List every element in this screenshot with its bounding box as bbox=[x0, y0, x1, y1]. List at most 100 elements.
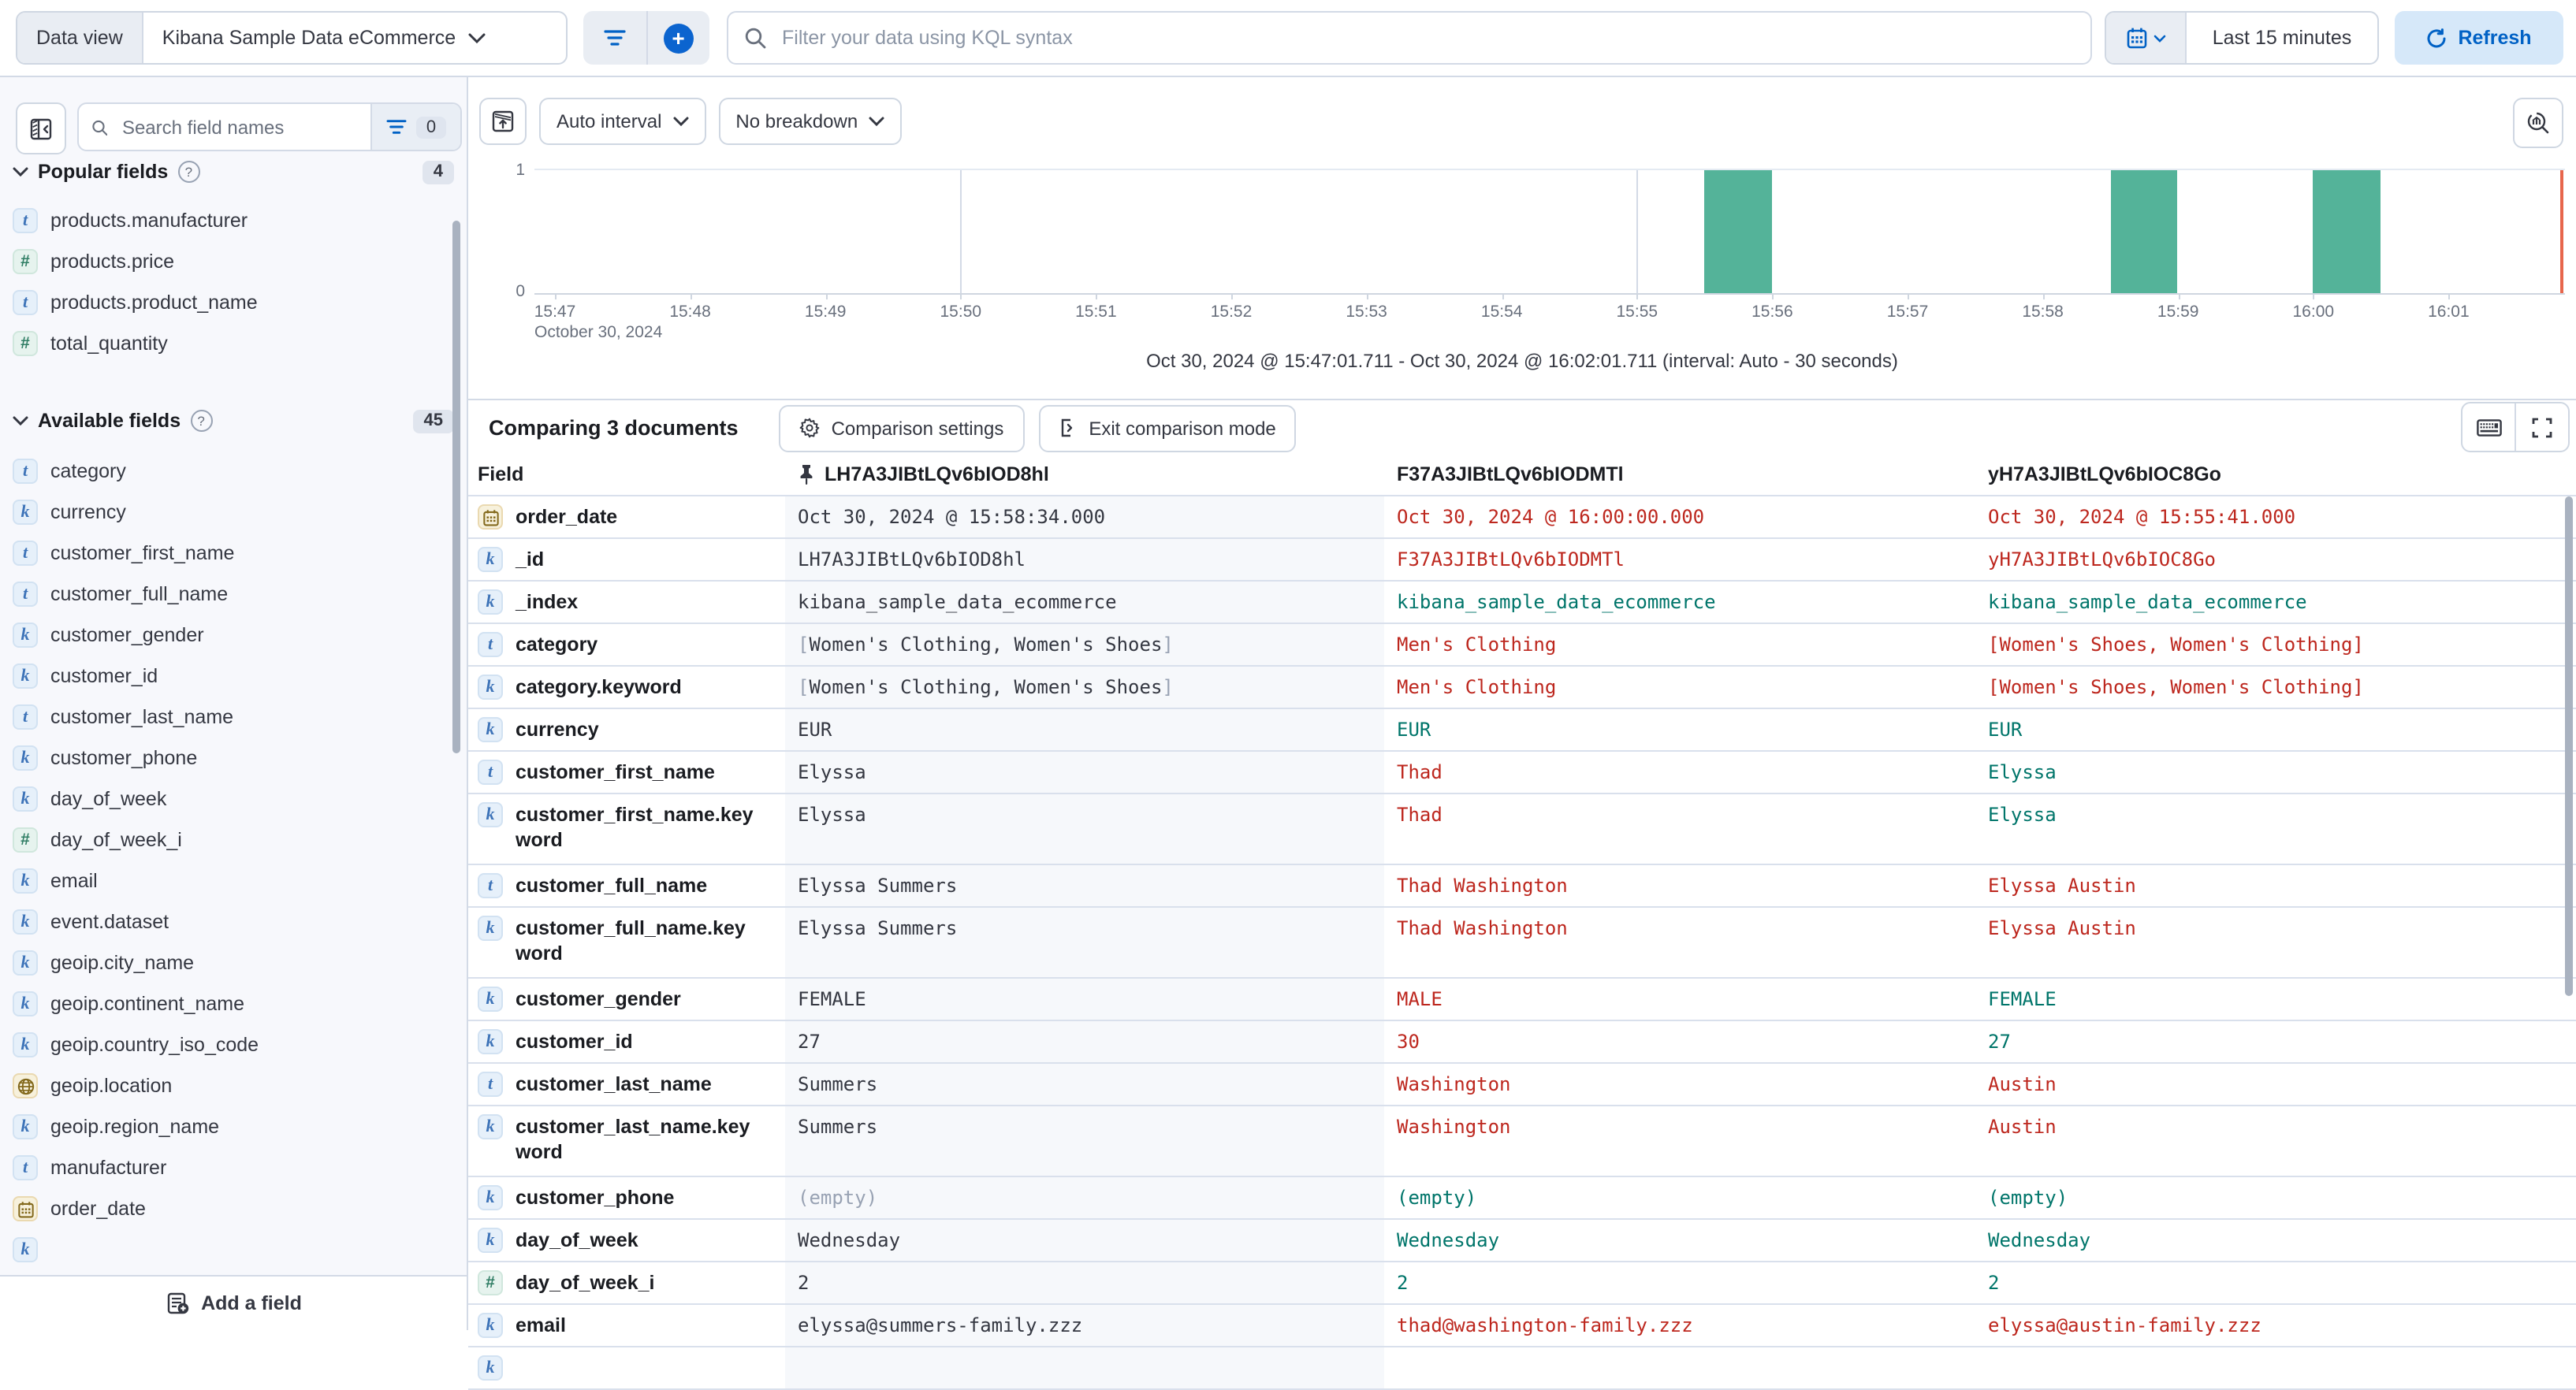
field-list-item[interactable]: t products.manufacturer bbox=[0, 200, 467, 241]
x-axis-tick bbox=[1636, 293, 1639, 299]
field-list-item[interactable]: # day_of_week_i bbox=[0, 820, 467, 860]
add-field-button[interactable]: Add a field bbox=[0, 1275, 467, 1330]
chevron-down-icon bbox=[13, 416, 28, 426]
field-list-item[interactable]: # products.price bbox=[0, 241, 467, 282]
histogram-bar[interactable] bbox=[1704, 170, 1772, 293]
x-axis-tick-label: 15:53 bbox=[1346, 303, 1387, 321]
field-name: event.dataset bbox=[50, 911, 169, 933]
field-list-item[interactable]: t customer_last_name bbox=[0, 697, 467, 738]
kql-query-input[interactable] bbox=[779, 25, 2075, 50]
hide-chart-button[interactable] bbox=[479, 98, 527, 145]
comparison-doc-header[interactable]: F37A3JIBtLQv6bIODMTl bbox=[1384, 463, 1975, 485]
time-picker-calendar-button[interactable] bbox=[2106, 13, 2187, 63]
x-axis-tick bbox=[2178, 293, 2180, 299]
field-list-item[interactable]: k event.dataset bbox=[0, 901, 467, 942]
field-list-item[interactable]: k day_of_week bbox=[0, 779, 467, 820]
field-list-item[interactable]: t category bbox=[0, 451, 467, 492]
field-cell[interactable]: k customer_full_name.keyword bbox=[468, 908, 785, 966]
fullscreen-button[interactable] bbox=[2516, 403, 2568, 451]
field-cell[interactable]: k day_of_week bbox=[468, 1220, 785, 1253]
field-search-input[interactable] bbox=[118, 114, 358, 139]
field-list-item[interactable]: k currency bbox=[0, 492, 467, 533]
popular-fields-header[interactable]: Popular fields ? 4 bbox=[13, 156, 454, 188]
keyword-field-icon: k bbox=[478, 1313, 503, 1338]
field-list-item[interactable]: geoip.location bbox=[0, 1065, 467, 1106]
field-cell[interactable]: k email bbox=[468, 1305, 785, 1338]
histogram-bar[interactable] bbox=[2110, 170, 2178, 293]
chart-gridline bbox=[1636, 170, 1639, 293]
field-cell[interactable]: k customer_last_name.keyword bbox=[468, 1106, 785, 1165]
field-list-item[interactable]: k geoip.city_name bbox=[0, 942, 467, 983]
available-fields-header[interactable]: Available fields ? 45 bbox=[13, 405, 454, 437]
field-filter-button[interactable]: 0 bbox=[370, 104, 460, 150]
field-search-input-wrap[interactable] bbox=[79, 104, 370, 150]
histogram-bar[interactable] bbox=[2313, 170, 2381, 293]
field-list-item[interactable]: k customer_id bbox=[0, 656, 467, 697]
field-list-item[interactable]: t customer_full_name bbox=[0, 574, 467, 615]
field-list-item[interactable]: k geoip.continent_name bbox=[0, 983, 467, 1024]
saved-query-menu-button[interactable] bbox=[583, 11, 646, 65]
keyboard-shortcuts-button[interactable] bbox=[2462, 403, 2515, 451]
keyword-field-icon: k bbox=[478, 589, 503, 615]
field-cell[interactable]: k _index bbox=[468, 582, 785, 615]
field-list-item[interactable]: t customer_first_name bbox=[0, 533, 467, 574]
sidebar-scrollbar[interactable] bbox=[452, 221, 460, 753]
breakdown-dropdown[interactable]: No breakdown bbox=[718, 98, 903, 145]
edit-visualization-button[interactable] bbox=[2513, 98, 2563, 148]
add-filter-button[interactable]: + bbox=[647, 11, 709, 65]
field-cell[interactable]: order_date bbox=[468, 496, 785, 530]
field-cell[interactable]: k customer_id bbox=[468, 1021, 785, 1054]
comparison-doc-header[interactable]: yH7A3JIBtLQv6bIOC8Go bbox=[1975, 463, 2567, 485]
field-cell[interactable]: k bbox=[468, 1347, 785, 1381]
keyword-field-icon: k bbox=[13, 745, 38, 771]
interval-dropdown[interactable]: Auto interval bbox=[539, 98, 706, 145]
x-axis-tick bbox=[690, 293, 692, 299]
chevron-down-icon bbox=[672, 117, 688, 126]
grid-scrollbar[interactable] bbox=[2565, 496, 2573, 996]
field-list-item[interactable]: t manufacturer bbox=[0, 1147, 467, 1188]
field-cell[interactable]: k category.keyword bbox=[468, 667, 785, 700]
comparison-doc-value: kibana_sample_data_ecommerce bbox=[1988, 591, 2307, 613]
field-list-item[interactable]: order_date bbox=[0, 1188, 467, 1229]
exit-comparison-button[interactable]: Exit comparison mode bbox=[1038, 404, 1297, 452]
field-cell[interactable]: # day_of_week_i bbox=[468, 1262, 785, 1295]
time-range-button[interactable]: Last 15 minutes bbox=[2187, 13, 2377, 63]
field-list-item[interactable]: k customer_phone bbox=[0, 738, 467, 779]
field-cell[interactable]: k customer_gender bbox=[468, 979, 785, 1012]
number-field-icon: # bbox=[13, 331, 38, 356]
field-list-item[interactable]: k geoip.region_name bbox=[0, 1106, 467, 1147]
field-cell[interactable]: t customer_last_name bbox=[468, 1064, 785, 1097]
comparison-doc-value: Thad Washington bbox=[1397, 875, 1568, 897]
comparison-table-row: t customer_full_name Elyssa Summers Thad Wa… bbox=[468, 865, 2576, 908]
field-list-item[interactable]: t products.product_name bbox=[0, 282, 467, 323]
date-field-icon bbox=[13, 1196, 38, 1221]
kql-search-bar[interactable] bbox=[727, 11, 2092, 65]
field-name: category.keyword bbox=[516, 676, 682, 698]
field-list-item[interactable]: k geoip.country_iso_code bbox=[0, 1024, 467, 1065]
collapse-sidebar-button[interactable] bbox=[16, 102, 66, 154]
field-cell[interactable]: t category bbox=[468, 624, 785, 657]
comparison-table-row: t category [Women's Clothing, Women's Shoe… bbox=[468, 624, 2576, 667]
comparison-table-row: k customer_last_name.keyword Summers Washin… bbox=[468, 1106, 2576, 1177]
divider bbox=[646, 11, 647, 65]
field-cell[interactable]: k customer_phone bbox=[468, 1177, 785, 1210]
field-cell[interactable]: k currency bbox=[468, 709, 785, 742]
field-cell[interactable]: t customer_full_name bbox=[468, 865, 785, 898]
base-doc-header[interactable]: LH7A3JIBtLQv6bIOD8hl bbox=[785, 463, 1384, 485]
field-list-item[interactable]: k email bbox=[0, 860, 467, 901]
field-cell[interactable]: k _id bbox=[468, 539, 785, 572]
comparison-settings-button[interactable]: Comparison settings bbox=[779, 404, 1025, 452]
field-list-item[interactable]: k customer_gender bbox=[0, 615, 467, 656]
field-cell[interactable]: t customer_first_name bbox=[468, 752, 785, 785]
field-list-item[interactable]: # total_quantity bbox=[0, 323, 467, 364]
data-view-selector[interactable]: Kibana Sample Data eCommerce bbox=[143, 13, 566, 63]
text-field-icon: t bbox=[13, 541, 38, 566]
field-name: customer_full_name bbox=[516, 875, 708, 897]
field-cell[interactable]: k customer_first_name.keyword bbox=[468, 794, 785, 853]
field-list-item[interactable]: k bbox=[0, 1229, 467, 1270]
geo-point-field-icon bbox=[13, 1073, 38, 1098]
data-view-picker[interactable]: Data view Kibana Sample Data eCommerce bbox=[16, 11, 568, 65]
refresh-button[interactable]: Refresh bbox=[2395, 11, 2563, 65]
number-field-icon: # bbox=[478, 1270, 503, 1295]
keyword-field-icon: k bbox=[13, 909, 38, 935]
